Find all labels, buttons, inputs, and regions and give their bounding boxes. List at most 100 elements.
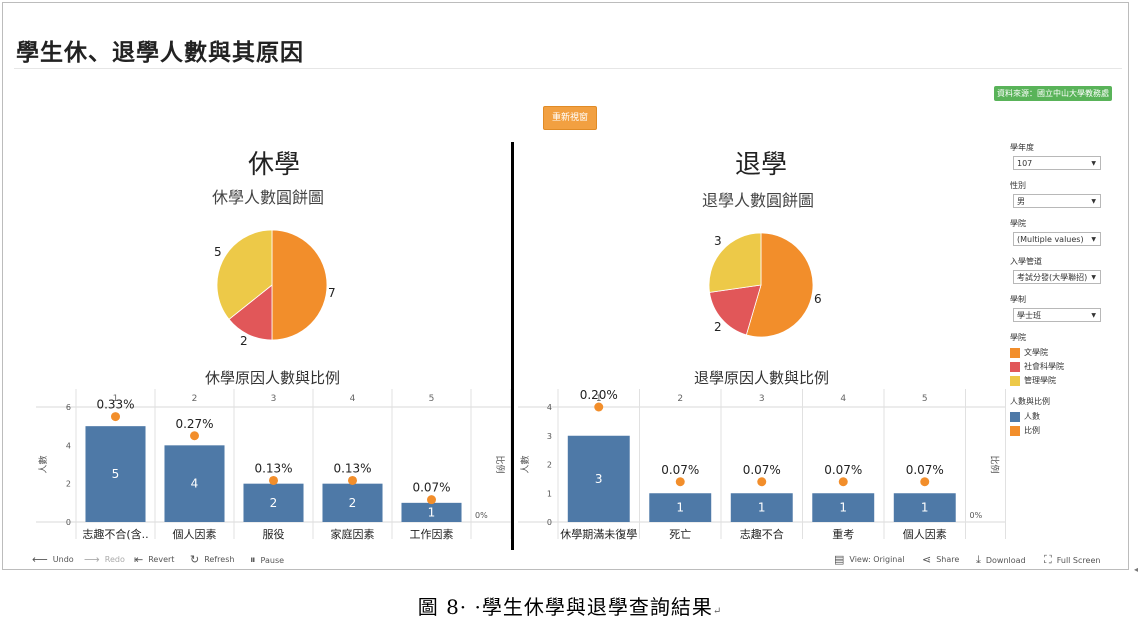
bar-count[interactable] (893, 493, 956, 522)
center-divider (511, 142, 514, 550)
academic-year-select[interactable]: 107 ▼ (1013, 156, 1101, 170)
pie-slice-管理學院[interactable] (217, 230, 273, 320)
undo-button[interactable]: ⟵ Undo (32, 553, 74, 566)
reset-view-button[interactable]: 重新視窗 (543, 106, 597, 130)
admission-select[interactable]: 考試分發(大學聯招) ▼ (1013, 270, 1101, 284)
college-select[interactable]: (Multiple values) ▼ (1013, 232, 1101, 246)
pie-slice-文學院[interactable] (271, 230, 327, 340)
pause-icon: ⏸ (250, 553, 256, 566)
figure-caption: 圖 8· ·學生休學與退學查詢結果↵ (417, 595, 723, 619)
y-tick-label: 3 (547, 432, 552, 441)
bar-value-label: 1 (758, 501, 766, 515)
withdraw-bar-chart[interactable]: 1 2 3 4 5 4 3 2 1 0 人數 比例 0% 3 0.20% 休學期滿未復學 1 0.07% 死亡 1 0.… (518, 389, 1006, 545)
bar-count[interactable] (567, 435, 630, 522)
withdraw-pie-title: 退學人數圓餅圖 (702, 191, 815, 210)
y-tick-label: 2 (66, 480, 71, 489)
bottom-toolbar: ⟵ Undo ⟶ Redo ⇤ Revert ↻ Refresh ⏸ Pause ▤ Vie… (26, 553, 1116, 569)
redo-button[interactable]: ⟶ Redo (84, 553, 125, 566)
ratio-point[interactable] (348, 475, 357, 485)
legend-item-social[interactable]: 社會科學院 (1010, 360, 1110, 374)
withdraw-pie-label-social: 2 (714, 320, 722, 334)
ratio-point[interactable] (111, 412, 120, 422)
bar-count[interactable] (649, 493, 712, 522)
filter-panel: 學年度 107 ▼ 性別 男 ▼ 學院 (Multiple values) ▼ 入學管… (1010, 142, 1110, 438)
column-header: 2 (192, 394, 198, 404)
chevron-down-icon: ▼ (1091, 160, 1096, 167)
legend-item-management[interactable]: 管理學院 (1010, 374, 1110, 388)
bar-count[interactable] (85, 426, 146, 522)
category-label: 重考 (832, 527, 854, 541)
right-tick-label: 0% (970, 511, 983, 520)
filter-label: 學制 (1010, 295, 1026, 304)
revert-button[interactable]: ⇤ Revert (134, 553, 175, 566)
ratio-point[interactable] (594, 402, 604, 412)
bar-value-label: 5 (112, 467, 120, 481)
column-header: 5 (429, 394, 435, 404)
bar-count[interactable] (401, 502, 462, 522)
revert-icon: ⇤ (134, 553, 144, 566)
pause-button[interactable]: ⏸ Pause (250, 553, 285, 566)
filter-label: 性別 (1010, 181, 1026, 190)
y-tick-label: 0 (66, 518, 71, 527)
ratio-label: 0.33% (96, 398, 134, 412)
bar-value-label: 2 (349, 496, 357, 510)
bar-count[interactable] (812, 493, 875, 522)
program-select[interactable]: 學士班 ▼ (1013, 308, 1101, 322)
legend-item-wenxue[interactable]: 文學院 (1010, 346, 1110, 360)
right-axis-label: 比例 (989, 455, 1001, 473)
filter-program: 學制 學士班 ▼ (1010, 294, 1110, 322)
ratio-label: 0.07% (906, 463, 944, 477)
college-legend-title: 學院 (1010, 333, 1026, 342)
leave-pie-chart[interactable] (217, 230, 327, 340)
bar-count[interactable] (730, 493, 793, 522)
legend-item-ratio[interactable]: 比例 (1010, 424, 1110, 438)
download-button[interactable]: ⤓ Download (976, 553, 1026, 566)
fullscreen-button[interactable]: ⛶ Full Screen (1044, 553, 1101, 566)
ratio-label: 0.13% (333, 461, 371, 475)
chevron-down-icon: ▼ (1091, 236, 1096, 243)
ratio-point[interactable] (838, 477, 848, 487)
category-label: 工作因素 (410, 528, 454, 541)
ratio-point[interactable] (269, 475, 278, 485)
y-tick-label: 4 (66, 441, 71, 450)
gender-select[interactable]: 男 ▼ (1013, 194, 1101, 208)
bar-value-label: 1 (921, 501, 929, 515)
ratio-point[interactable] (427, 495, 436, 505)
bar-count[interactable] (322, 483, 383, 522)
pie-slice-社會科學院[interactable] (709, 284, 762, 336)
share-button[interactable]: ⋖ Share (922, 553, 960, 566)
legend-item-count[interactable]: 人數 (1010, 410, 1110, 424)
download-icon: ⤓ (976, 553, 981, 566)
ratio-label: 0.07% (824, 463, 862, 477)
column-header: 3 (759, 394, 765, 404)
ratio-point[interactable] (920, 477, 930, 487)
swatch (1010, 348, 1020, 358)
bar-count[interactable] (164, 445, 225, 522)
view-original-button[interactable]: ▤ View: Original (834, 553, 905, 566)
title-divider (14, 68, 1122, 69)
category-label: 休學期滿未復學 (560, 528, 637, 541)
swatch (1010, 376, 1020, 386)
bar-count[interactable] (243, 483, 304, 522)
view-icon: ▤ (834, 553, 845, 566)
leave-pie-label-social: 2 (240, 334, 248, 348)
refresh-icon: ↻ (190, 553, 200, 566)
ratio-label: 0.20% (580, 389, 618, 402)
pie-slice-文學院[interactable] (745, 233, 813, 337)
chevron-down-icon: ▼ (1091, 198, 1096, 205)
ratio-point[interactable] (190, 431, 199, 441)
filter-academic-year: 學年度 107 ▼ (1010, 142, 1110, 170)
category-label: 家庭因素 (331, 527, 375, 541)
refresh-button[interactable]: ↻ Refresh (190, 553, 235, 566)
ratio-point[interactable] (675, 477, 685, 487)
right-axis-label: 比例 (494, 455, 506, 473)
bar-value-label: 3 (595, 472, 603, 486)
withdraw-pie-chart[interactable] (709, 233, 813, 337)
ratio-label: 0.07% (661, 463, 699, 477)
leave-bar-chart[interactable]: 1 2 3 4 5 6 4 2 0 人數 比例 0% 5 0.33% 志趣不合(含.. 4 0.27% 個人因素 2… (36, 389, 511, 545)
pie-slice-管理學院[interactable] (709, 233, 762, 293)
column-header: 3 (271, 394, 277, 404)
ratio-point[interactable] (757, 477, 767, 487)
filter-gender: 性別 男 ▼ (1010, 180, 1110, 208)
y-tick-label: 2 (547, 461, 552, 470)
